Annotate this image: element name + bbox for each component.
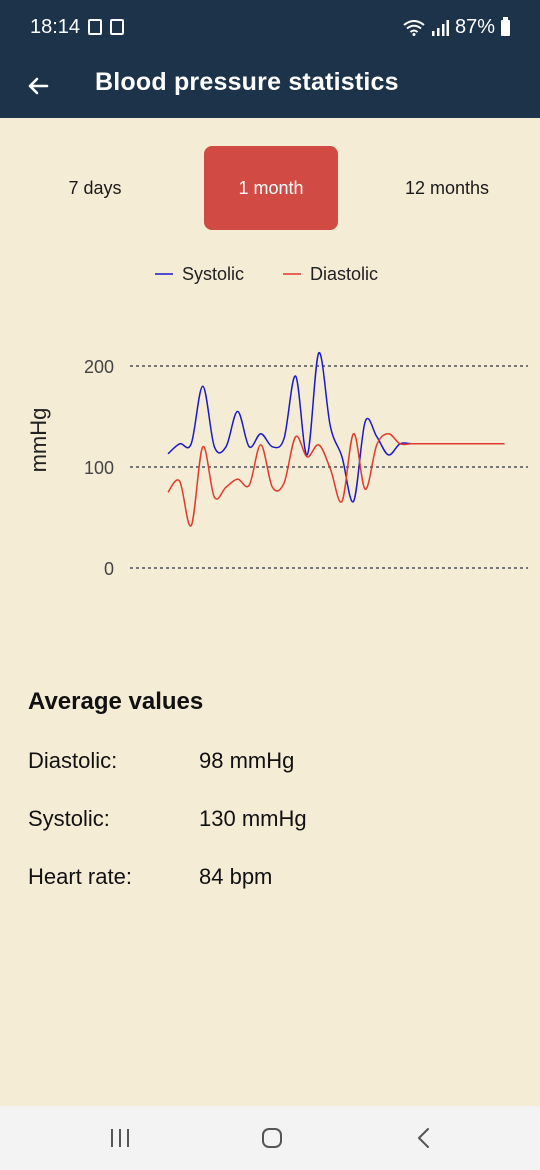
average-row-diastolic: Diastolic: 98 mmHg — [28, 748, 508, 778]
system-back-button[interactable] — [404, 1122, 444, 1154]
y-tick-label: 200 — [84, 357, 114, 377]
average-label: Heart rate: — [28, 864, 132, 889]
battery-percent: 87% — [454, 16, 495, 38]
system-nav-bar — [0, 1106, 540, 1170]
page-title: Blood pressure statistics — [95, 68, 399, 96]
average-value: 130 mmHg — [199, 806, 307, 831]
home-icon — [262, 1128, 282, 1148]
tab-12-months[interactable]: 12 months — [404, 177, 490, 198]
signal-icon — [431, 19, 449, 36]
y-tick-label: 100 — [84, 458, 114, 478]
chevron-left-icon — [418, 1128, 429, 1148]
average-label: Diastolic: — [28, 748, 118, 773]
average-value: 84 bpm — [199, 864, 273, 889]
recent-apps-icon — [111, 1129, 129, 1147]
y-axis-label: mmHg — [26, 408, 51, 473]
bp-line-chart: Systolic Diastolic 0 100 200 mmHg — [26, 264, 528, 579]
tab-7-days[interactable]: 7 days — [68, 177, 122, 198]
legend-label-1: Diastolic — [310, 264, 378, 284]
average-row-systolic: Systolic: 130 mmHg — [28, 806, 508, 836]
status-right: 87% — [403, 16, 510, 39]
averages-title: Average values — [28, 688, 204, 715]
arrow-left-icon — [28, 77, 49, 95]
app-bar: Blood pressure statistics — [0, 56, 540, 118]
average-value: 98 mmHg — [199, 748, 295, 773]
status-bar: 18:14 87% — [0, 0, 540, 56]
series-line-diastolic — [167, 432, 505, 527]
battery-icon — [501, 16, 510, 36]
home-button[interactable] — [252, 1122, 292, 1154]
average-label: Systolic: — [28, 806, 110, 831]
series-line-systolic — [167, 352, 505, 503]
average-row-heart-rate: Heart rate: 84 bpm — [28, 864, 508, 894]
legend-label-0: Systolic — [182, 264, 244, 284]
y-tick-label: 0 — [104, 559, 114, 579]
recent-apps-button[interactable] — [100, 1122, 140, 1154]
tab-1-month[interactable]: 1 month — [204, 146, 338, 230]
image-icon — [110, 19, 124, 35]
wifi-icon — [403, 19, 425, 36]
back-button[interactable] — [18, 66, 58, 106]
status-time: 18:14 — [30, 16, 81, 38]
music-note-icon — [88, 19, 102, 35]
